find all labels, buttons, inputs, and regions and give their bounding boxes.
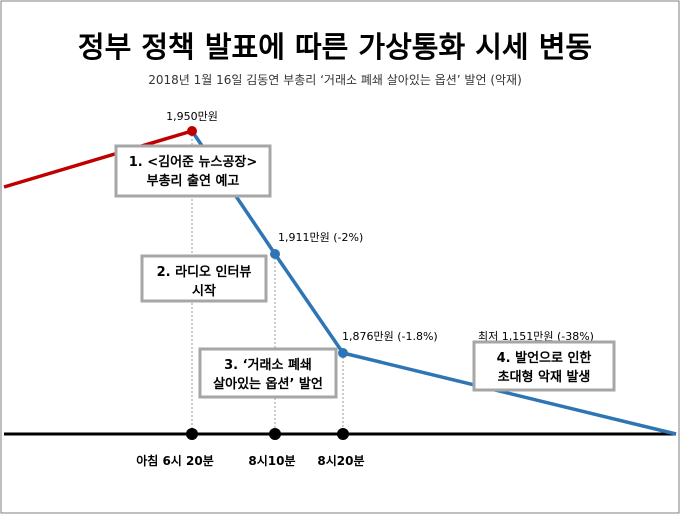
annotation-box: 1. <김어준 뉴스공장> 부총리 출연 예고 <box>114 144 272 198</box>
axis-marker <box>269 428 281 440</box>
markers <box>186 126 349 440</box>
axis-marker <box>186 428 198 440</box>
annotation-text: 2. 라디오 인터뷰 <box>157 264 252 280</box>
point-1876 <box>338 348 348 358</box>
data-label: 1,950만원 <box>166 110 218 123</box>
tick-label: 8시20분 <box>317 454 364 468</box>
time-tick-labels: 아침 6시 20분 8시10분 8시20분 <box>136 453 364 468</box>
annotation-text: 살아있는 옵션’ 발언 <box>213 376 323 392</box>
annotation-frame <box>140 254 268 303</box>
data-label: 1,911만원 (-2%) <box>278 231 363 244</box>
chart-subtitle: 2018년 1월 16일 김동연 부총리 ‘거래소 폐쇄 살아있는 옵션’ 발언… <box>148 73 522 87</box>
series-line-red <box>3 129 193 189</box>
data-labels: 1,950만원 1,911만원 (-2%) 1,876만원 (-1.8%) 최저 1,… <box>166 110 594 343</box>
chart-title: 정부 정책 발표에 따른 가상통화 시세 변동 <box>78 30 592 64</box>
tick-label: 아침 6시 20분 <box>136 453 214 468</box>
point-1911 <box>270 249 280 259</box>
annotation-text: 3. ‘거래소 폐쇄 <box>224 357 312 373</box>
annotation-text: 초대형 악재 발생 <box>498 369 591 385</box>
annotation-frame <box>114 144 272 198</box>
axis-marker <box>337 428 349 440</box>
annotation-text: 4. 발언으로 인한 <box>497 350 592 366</box>
point-1950 <box>187 126 197 136</box>
data-label: 최저 1,151만원 (-38%) <box>478 330 594 343</box>
annotation-text: 시작 <box>192 283 216 299</box>
vertical-guides <box>191 131 344 434</box>
tick-label: 8시10분 <box>248 454 295 468</box>
annotation-frame <box>472 340 616 392</box>
data-label: 1,876만원 (-1.8%) <box>342 330 438 343</box>
annotation-text: 1. <김어준 뉴스공장> <box>129 154 258 170</box>
annotation-text: 부총리 출연 예고 <box>147 173 240 189</box>
annotation-frame <box>198 347 338 399</box>
